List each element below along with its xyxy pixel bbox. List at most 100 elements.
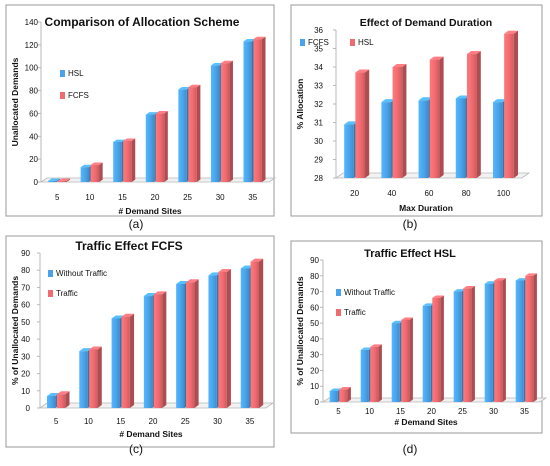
bar-front [253,39,262,183]
y-tick-label: 34 [314,63,323,72]
y-tick-label: 0 [34,178,39,187]
bar-side [56,178,61,182]
legend-item: Without Traffic [48,269,107,278]
y-tick-label: 32 [314,100,323,109]
legend-item: Traffic [48,289,78,298]
y-tick-label: 35 [314,45,323,54]
y-axis-label: % of Unallocated Demands [10,276,20,385]
chart-d: 0 10 20 30 40 50 60 70 80 90 5 10 15 20 25 30 35 Traffic … [290,240,548,434]
legend-label: FCFS [308,38,329,47]
bar-top [46,392,60,396]
bar-top [178,87,191,90]
bar-series2-100 [504,30,519,179]
bar-front [113,142,122,182]
bar-front [494,280,503,402]
legend-label: Traffic [344,308,366,317]
bar-side [439,56,444,178]
y-tick-label: 36 [314,26,323,35]
bar-top [56,391,70,395]
bar-series2-30 [220,60,233,183]
bar-side [513,30,519,179]
x-tick-label: 20 [350,189,359,198]
x-tick-label: 15 [396,407,405,416]
bar-front [176,284,185,408]
bar-side [226,268,231,408]
bar-top [218,268,231,272]
bar-top [504,30,519,34]
bar-top [466,51,481,55]
legend-item: Traffic [336,308,366,317]
bar-front [391,323,400,402]
bar-side [402,64,407,178]
legend-item: FCFS [60,91,89,100]
bar-top [422,303,435,306]
bar-series2-30 [494,278,506,402]
legend-label: HSL [358,38,374,47]
figure-caption: (c) [129,442,143,456]
bar-side [194,279,199,408]
bar-series2-20 [355,69,370,178]
bar-top [494,278,506,281]
bar-side [65,391,70,408]
bar-top [210,63,223,66]
bar-top [208,272,222,276]
y-tick-label: 30 [21,352,30,361]
bar-side [162,291,167,408]
bar-top [370,344,382,347]
y-tick-label: 20 [21,370,30,379]
bar-series2-35 [525,273,537,402]
bar-front [455,98,466,178]
x-tick-label: 10 [84,417,93,426]
bar-front [484,283,493,402]
x-tick-label: 60 [425,189,434,198]
x-tick-label: 30 [213,417,222,426]
y-tick-label: 30 [310,351,319,360]
legend-label: Traffic [56,289,78,298]
chart-title: Traffic Effect FCFS [75,239,182,253]
legend-swatch [60,70,65,77]
bar-front [111,318,120,408]
bar-top [121,313,135,317]
legend-label: FCFS [68,91,89,100]
x-tick-label: 80 [462,189,471,198]
bar-front [392,67,403,178]
y-tick-label: 20 [310,366,319,375]
figure-caption: (a) [129,217,144,231]
x-tick-label: 10 [85,193,94,202]
legend-swatch [300,39,305,46]
y-tick-label: 70 [21,283,30,292]
bar-top [113,139,126,142]
bar-front [145,114,155,182]
legend-item: HSL [60,69,84,78]
legend-label: Without Traffic [56,269,107,278]
bar-front [463,288,472,402]
bar-top [58,178,71,181]
legend-label: Without Traffic [344,288,395,297]
x-tick-label: 40 [387,189,396,198]
x-tick-label: 20 [427,407,436,416]
y-tick-label: 60 [21,301,30,310]
bar-series2-10 [90,162,103,182]
bar-series2-15 [121,313,135,408]
bar-front [422,305,431,402]
bar-front [48,180,57,182]
bar-side [97,346,102,408]
y-tick-label: 90 [310,256,319,265]
x-axis-label: # Demand Sites [394,417,458,427]
y-tick-label: 10 [21,387,30,396]
bar-front [466,54,477,178]
bar-front [210,65,220,182]
x-axis-label: Max Duration [399,203,453,213]
bar-top [463,286,475,289]
bar-top [123,138,136,141]
chart-frame [5,235,275,448]
y-tick-label: 31 [314,119,323,128]
bar-top [401,317,413,320]
bar-front [329,390,338,402]
y-tick-label: 29 [314,156,323,165]
bar-series2-20 [153,291,167,408]
bar-top [80,164,93,168]
bar-top [392,64,407,67]
bar-side [99,162,103,182]
